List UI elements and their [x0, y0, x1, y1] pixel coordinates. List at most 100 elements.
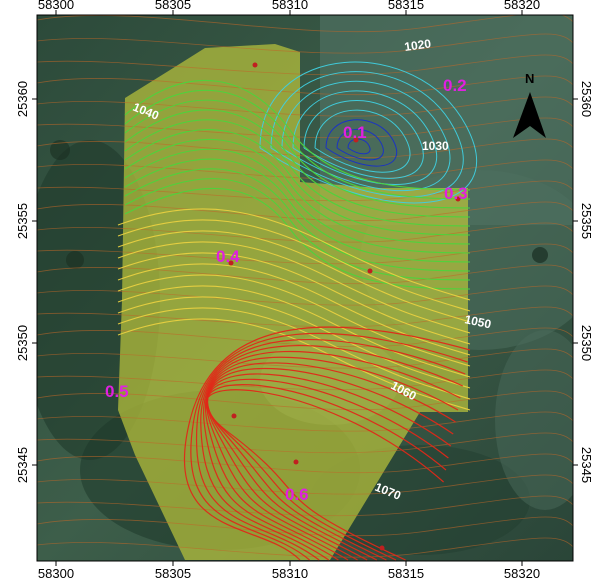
contour-line — [117, 208, 471, 301]
contour-line — [37, 369, 573, 391]
axes: 58300 58305 58310 58315 58320 58300 5830… — [15, 0, 594, 581]
contour-line — [124, 109, 471, 218]
sample-point — [367, 268, 373, 274]
contour-line — [183, 326, 471, 561]
contour-line — [124, 80, 471, 191]
north-label: N — [525, 71, 534, 86]
sample-points — [228, 62, 461, 551]
contour-line — [37, 306, 573, 328]
contour-line — [292, 90, 437, 185]
y-tick-left-25355: 25355 — [15, 203, 30, 239]
sample-point — [293, 459, 299, 465]
contour-line — [124, 178, 471, 281]
x-tick-bottom-58315: 58315 — [388, 566, 424, 581]
contour-line — [37, 411, 573, 432]
contour-line — [124, 99, 471, 209]
y-tick-right-25360: 25360 — [579, 81, 594, 117]
contour-line — [117, 241, 471, 334]
contour-line — [200, 345, 464, 561]
contour-line — [124, 89, 471, 200]
y-axis-right: 25360 25355 25350 25345 — [573, 81, 594, 483]
x-axis-bottom: 58300 58305 58310 58315 58320 — [38, 561, 540, 581]
x-tick-top-58320: 58320 — [504, 0, 540, 12]
sample-point — [231, 413, 237, 419]
contour-line — [205, 389, 444, 561]
y-tick-right-25350: 25350 — [579, 325, 594, 361]
x-tick-top-58310: 58310 — [272, 0, 308, 12]
contour-line — [203, 350, 461, 561]
x-axis-top: 58300 58305 58310 58315 58320 — [38, 0, 540, 15]
contour-line — [37, 516, 573, 537]
contour-line — [259, 61, 478, 204]
contour-line — [37, 390, 573, 411]
contour-line — [205, 356, 459, 561]
contour-line — [124, 168, 471, 272]
contour-line — [37, 264, 573, 285]
contour-line — [117, 263, 471, 356]
contour-line — [37, 474, 573, 495]
contour-line — [124, 119, 471, 227]
sample-point — [252, 62, 258, 68]
contour-line — [195, 338, 466, 561]
contour-line — [270, 71, 464, 198]
contour-line — [190, 332, 468, 561]
y-tick-right-25355: 25355 — [579, 203, 594, 239]
sample-point — [379, 545, 385, 551]
contour-line — [117, 307, 471, 400]
contour-line — [124, 187, 471, 290]
contour-line — [37, 222, 573, 243]
contour-line — [37, 33, 573, 54]
contour-line — [124, 158, 471, 263]
contour-line — [347, 138, 371, 155]
contour-line — [117, 296, 471, 389]
contour-line — [314, 109, 411, 173]
contour-line — [336, 128, 384, 161]
y-tick-left-25360: 25360 — [15, 81, 30, 117]
contour-line — [117, 252, 471, 345]
sample-point — [353, 137, 359, 143]
contour-line — [37, 201, 573, 222]
contour-lines — [37, 15, 573, 561]
contour-line — [37, 453, 573, 474]
contour-line — [37, 432, 573, 454]
contour-line — [117, 274, 471, 367]
sample-label-0.4: 0.4 — [216, 247, 240, 266]
contour-line — [37, 54, 573, 76]
contour-line — [124, 138, 471, 245]
contour-line — [37, 495, 573, 517]
x-tick-bottom-58320: 58320 — [504, 566, 540, 581]
x-tick-top-58300: 58300 — [38, 0, 74, 12]
sample-point — [228, 260, 234, 266]
sample-point — [455, 196, 461, 202]
contour-line — [37, 537, 573, 558]
x-tick-top-58305: 58305 — [155, 0, 191, 12]
contour-line — [325, 119, 398, 167]
contour-line — [37, 75, 573, 96]
contour-label-1050: 1050 — [463, 312, 492, 331]
map-frame — [36, 14, 574, 562]
contour-line — [281, 80, 451, 192]
sample-label-0.5: 0.5 — [105, 382, 129, 401]
sample-labels: 0.1 0.2 0.3 0.4 0.5 0.6 — [105, 76, 468, 504]
contour-line — [124, 129, 471, 236]
x-tick-top-58315: 58315 — [388, 0, 424, 12]
contour-label-1030: 1030 — [422, 139, 449, 153]
contour-line — [206, 362, 456, 561]
y-tick-right-25345: 25345 — [579, 447, 594, 483]
contour-line — [117, 285, 471, 378]
sample-label-0.6: 0.6 — [285, 485, 309, 504]
y-tick-left-25345: 25345 — [15, 447, 30, 483]
contour-line — [37, 96, 573, 117]
x-tick-bottom-58305: 58305 — [155, 566, 191, 581]
contour-line — [37, 138, 573, 159]
contour-line — [37, 285, 573, 306]
contour-line — [124, 148, 471, 254]
contour-line — [117, 230, 471, 323]
contour-line — [117, 219, 471, 312]
y-axis-left: 25360 25355 25350 25345 — [15, 81, 37, 483]
sample-label-0.1: 0.1 — [343, 123, 367, 142]
contour-line — [37, 159, 573, 180]
x-tick-bottom-58310: 58310 — [272, 566, 308, 581]
